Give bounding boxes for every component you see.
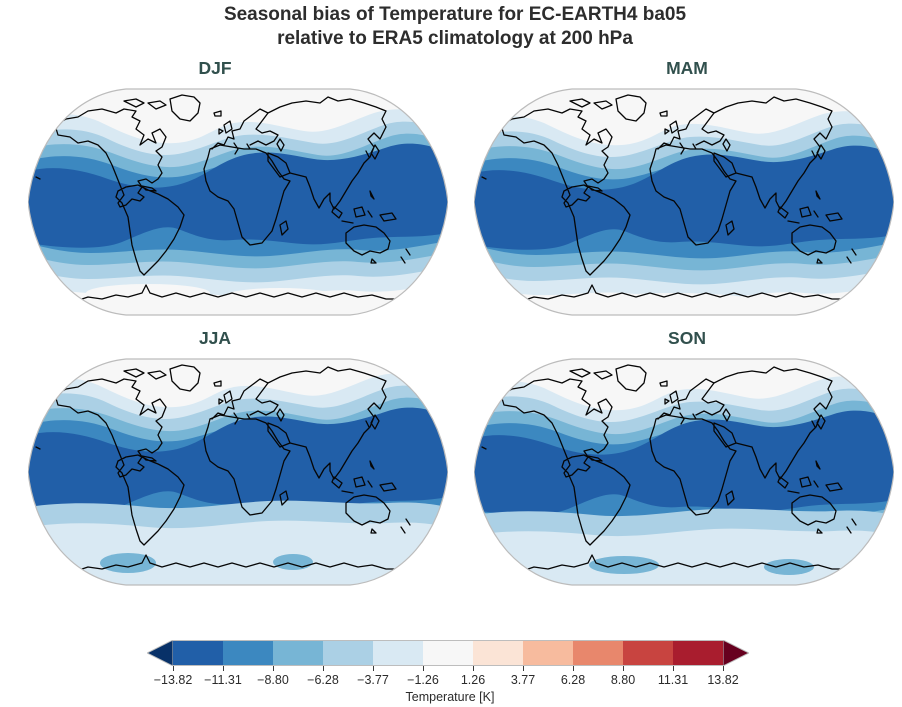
colorbar-tick-label: 13.82 <box>707 673 739 687</box>
colorbar-segment <box>323 640 373 666</box>
antarctic-medium-patch <box>273 554 313 570</box>
colorbar-segment <box>173 640 223 666</box>
colorbar-bar <box>147 640 749 666</box>
colorbar-tick-label: 1.26 <box>460 673 486 687</box>
colorbar-right-arrow <box>723 640 749 666</box>
colorbar-tick-label: −1.26 <box>407 673 439 687</box>
colorbar-tick <box>673 666 674 671</box>
colorbar-tick-label: −8.80 <box>257 673 289 687</box>
colorbar-tick <box>473 666 474 671</box>
panel-title-son: SON <box>668 328 706 348</box>
colorbar-segment <box>273 640 323 666</box>
colorbar: −13.82 −11.31 −8.80 −6.28 −3.77 −1.26 1.… <box>147 640 753 706</box>
southern-very-light-band <box>28 520 448 585</box>
figure-title-line2: relative to ERA5 climatology at 200 hPa <box>277 28 633 49</box>
colorbar-tick-label: −3.77 <box>357 673 389 687</box>
colorbar-tick-label: 6.28 <box>560 673 586 687</box>
figure-title-line1: Seasonal bias of Temperature for EC-EART… <box>223 4 687 25</box>
map-mam <box>474 88 894 316</box>
colorbar-tick-label: −11.31 <box>204 673 242 687</box>
antarctic-white-patch <box>86 284 210 302</box>
colorbar-left-arrow <box>147 640 173 666</box>
map-jja <box>28 358 448 586</box>
colorbar-tick-label: 11.31 <box>657 673 689 687</box>
colorbar-segment <box>373 640 423 666</box>
colorbar-tick <box>273 666 274 671</box>
colorbar-tick <box>723 666 724 671</box>
panel-title-jja: JJA <box>198 328 232 348</box>
antarctic-white-patch <box>594 293 754 309</box>
panel-title-mam: MAM <box>666 58 708 78</box>
colorbar-tick <box>223 666 224 671</box>
antarctic-white-patch <box>225 288 335 304</box>
colorbar-tick <box>573 666 574 671</box>
colorbar-label: Temperature [K] <box>405 690 495 704</box>
colorbar-segment <box>673 640 723 666</box>
figure-title: Seasonal bias of Temperature for EC-EART… <box>0 3 902 51</box>
colorbar-tick-label: 8.80 <box>610 673 636 687</box>
southern-very-light-band <box>474 528 894 585</box>
map-djf <box>28 88 448 316</box>
colorbar-tick <box>423 666 424 671</box>
colorbar-tick <box>173 666 174 671</box>
antarctic-medium-patch <box>764 559 814 575</box>
panel-title-djf: DJF <box>198 58 232 78</box>
colorbar-segment <box>523 640 573 666</box>
colorbar-tick <box>523 666 524 671</box>
colorbar-segment <box>423 640 473 666</box>
colorbar-tick-label: 3.77 <box>510 673 536 687</box>
colorbar-segment <box>573 640 623 666</box>
colorbar-tick-label: −13.82 <box>153 673 193 687</box>
antarctic-medium-patch <box>589 556 659 574</box>
map-son <box>474 358 894 586</box>
antarctic-medium-patch <box>100 553 156 573</box>
colorbar-tick <box>323 666 324 671</box>
colorbar-tick-label: −6.28 <box>307 673 339 687</box>
colorbar-tick <box>373 666 374 671</box>
colorbar-tick <box>623 666 624 671</box>
colorbar-segment <box>623 640 673 666</box>
colorbar-segment <box>223 640 273 666</box>
colorbar-segment <box>473 640 523 666</box>
